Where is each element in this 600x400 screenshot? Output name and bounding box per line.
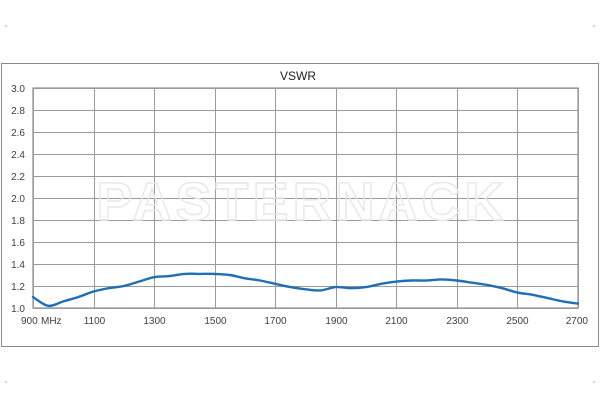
y-tick-label: 2.2 [11, 172, 25, 183]
y-tick-label: 2.6 [11, 128, 25, 139]
x-unit-label: MHz [41, 316, 62, 327]
x-tick-label: 2100 [385, 316, 408, 327]
axis-labels: 1.0 1.2 1.4 1.6 1.8 2.0 2.2 2.4 2.6 2.8 3.0 900 1100… [11, 84, 588, 327]
x-tick-label: 2300 [446, 316, 469, 327]
y-tick-label: 2.4 [11, 150, 25, 161]
y-tick-label: 2.0 [11, 194, 25, 205]
x-tick-label: 1100 [84, 316, 106, 327]
chart-frame [1, 63, 599, 347]
x-tick-label: 900 [21, 316, 38, 327]
x-tick-label: 2700 [566, 316, 589, 327]
x-tick-label: 2500 [506, 316, 529, 327]
watermark-logo: PASTERNACK [96, 172, 507, 232]
y-tick-label: 1.8 [11, 216, 25, 227]
corner-mark [4, 380, 8, 384]
y-tick-label: 2.8 [11, 106, 25, 117]
y-tick-label: 1.4 [11, 260, 25, 271]
x-tick-label: 1500 [204, 316, 227, 327]
x-tick-label: 1700 [264, 316, 287, 327]
y-tick-label: 1.2 [11, 282, 25, 293]
y-tick-label: 1.6 [11, 238, 25, 249]
corner-mark [592, 24, 596, 28]
chart-title: VSWR [280, 69, 316, 83]
vswr-series-line [31, 272, 580, 308]
y-tick-label: 3.0 [11, 84, 25, 95]
corner-mark [4, 24, 8, 28]
series-layer [31, 272, 580, 308]
x-tick-label: 1900 [325, 316, 348, 327]
corner-mark [592, 380, 596, 384]
grid-layer [32, 87, 579, 309]
x-tick-label: 1300 [143, 316, 166, 327]
y-tick-label: 1.0 [11, 304, 25, 315]
